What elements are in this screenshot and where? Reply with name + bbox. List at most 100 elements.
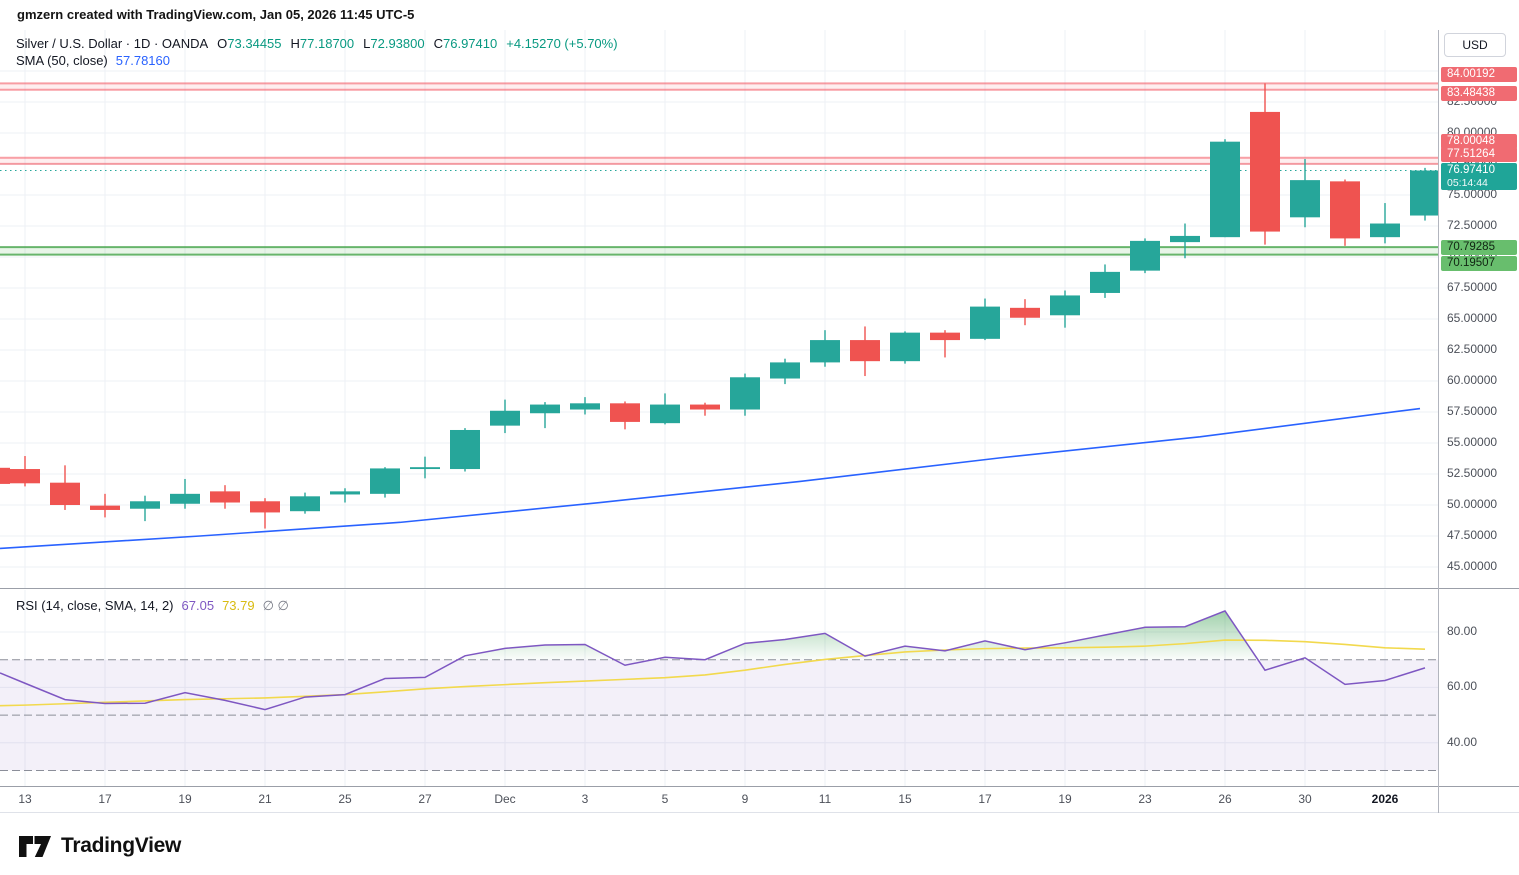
candle <box>0 467 10 484</box>
pane-separator[interactable] <box>0 588 1519 589</box>
low-label: L <box>363 36 371 51</box>
time-label: 25 <box>338 792 352 806</box>
sma-legend-row[interactable]: SMA (50, close) 57.78160 <box>16 53 170 68</box>
candle <box>90 493 120 518</box>
bottom-border <box>0 812 1519 813</box>
candle <box>490 399 520 434</box>
rsi-tick-label: 40.00 <box>1447 734 1478 749</box>
time-label: 5 <box>661 792 669 806</box>
zone-price-label: 84.00192 <box>1441 67 1517 83</box>
price-tick-label: 75.00000 <box>1447 187 1498 201</box>
rsi-sma-line <box>0 639 1426 707</box>
price-tick-label: 72.50000 <box>1447 218 1498 232</box>
candle <box>970 298 1000 341</box>
candle <box>170 478 200 509</box>
candle <box>1370 203 1400 244</box>
rsi-line <box>0 610 1426 711</box>
candle <box>1170 223 1200 259</box>
time-label: 15 <box>898 792 912 806</box>
axis-separator <box>0 786 1519 787</box>
tradingview-mark-icon <box>19 835 51 857</box>
last-price-label: 76.97410 05:14:44 <box>1441 162 1517 190</box>
zone-price-label: 83.48438 <box>1441 85 1517 101</box>
time-label: 17 <box>98 792 112 806</box>
time-label: 11 <box>818 792 832 806</box>
candle <box>330 488 360 503</box>
time-label: 30 <box>1298 792 1312 806</box>
rsi-band-fill <box>0 659 1438 771</box>
time-label: 2026 <box>1371 792 1399 806</box>
candle <box>810 330 840 367</box>
candle <box>1410 167 1438 221</box>
tradingview-logo[interactable]: TradingView <box>18 831 181 861</box>
time-label: 21 <box>258 792 272 806</box>
currency-button[interactable]: USD <box>1444 33 1506 57</box>
price-tick-label: 57.50000 <box>1447 404 1498 418</box>
rsi-value: 67.05 <box>181 598 215 613</box>
price-tick-label: 52.50000 <box>1447 466 1498 480</box>
candle <box>690 402 720 416</box>
brand-name: TradingView <box>61 834 182 857</box>
candle <box>1210 139 1240 238</box>
candle <box>210 485 240 509</box>
candle <box>730 373 760 416</box>
candle <box>130 495 160 522</box>
open-value: 73.34455 <box>227 36 282 51</box>
candle <box>610 401 640 430</box>
candle <box>1050 290 1080 328</box>
close-value: 76.97410 <box>443 36 498 51</box>
time-label: 17 <box>978 792 992 806</box>
main-grid <box>0 30 1438 588</box>
price-tick-label: 67.50000 <box>1447 280 1498 294</box>
symbol-title[interactable]: Silver / U.S. Dollar · 1D · OANDA <box>16 36 209 51</box>
candles-layer <box>0 83 1438 529</box>
candle <box>650 393 680 425</box>
zone-price-label: 77.51264 <box>1441 147 1517 163</box>
last-price-value: 76.97410 <box>1447 164 1495 177</box>
time-label: 9 <box>741 792 749 806</box>
candle <box>1330 179 1360 246</box>
watermark-attribution: gmzern created with TradingView.com, Jan… <box>17 7 415 22</box>
candle <box>1250 83 1280 245</box>
sma50-line <box>0 407 1421 550</box>
candle <box>890 331 920 364</box>
high-label: H <box>290 36 300 51</box>
price-tick-label: 62.50000 <box>1447 342 1498 356</box>
rsi-pane[interactable] <box>0 590 1438 786</box>
time-label: 13 <box>18 792 32 806</box>
close-label: C <box>433 36 443 51</box>
candle <box>570 397 600 415</box>
candle <box>290 492 320 514</box>
candle <box>770 358 800 385</box>
time-axis[interactable]: 13 17 19 21 25 27 Dec 3 5 9 11 15 17 19 23 26 30 2026 <box>0 787 1438 812</box>
zone-price-label: 78.00048 <box>1441 133 1517 149</box>
candle <box>930 330 960 358</box>
candle <box>370 467 400 498</box>
sma-value: 57.78160 <box>115 53 170 68</box>
main-price-pane[interactable] <box>0 30 1438 588</box>
time-label: 3 <box>581 792 589 806</box>
symbol-legend-row[interactable]: Silver / U.S. Dollar · 1D · OANDA O73.344… <box>16 36 618 51</box>
time-label: Dec <box>494 792 516 806</box>
sma-label: SMA (50, close) <box>16 53 108 68</box>
time-label: 23 <box>1138 792 1152 806</box>
candle <box>450 428 480 472</box>
price-tick-label: 65.00000 <box>1447 311 1498 325</box>
rsi-sma-value: 73.79 <box>222 598 255 613</box>
time-label: 19 <box>1058 792 1072 806</box>
price-zones <box>0 82 1438 256</box>
rsi-tick-label: 60.00 <box>1447 679 1478 694</box>
price-tick-label: 50.00000 <box>1447 497 1498 511</box>
candle <box>1290 159 1320 228</box>
rsi-legend-row[interactable]: RSI (14, close, SMA, 14, 2) 67.05 73.79 ∅ ∅ <box>16 598 289 614</box>
time-label: 27 <box>418 792 432 806</box>
change-value: +4.15270 (+5.70%) <box>506 36 618 51</box>
candle <box>50 465 80 510</box>
price-scale-border <box>1438 30 1439 813</box>
low-value: 72.93800 <box>370 36 425 51</box>
candle <box>10 456 40 487</box>
zone-price-label: 70.79285 <box>1441 240 1517 256</box>
rsi-empty-values: ∅ ∅ <box>262 598 289 613</box>
price-scale[interactable]: USD 45.00000 47.50000 50.00000 52.50000 55.0… <box>1439 30 1519 812</box>
